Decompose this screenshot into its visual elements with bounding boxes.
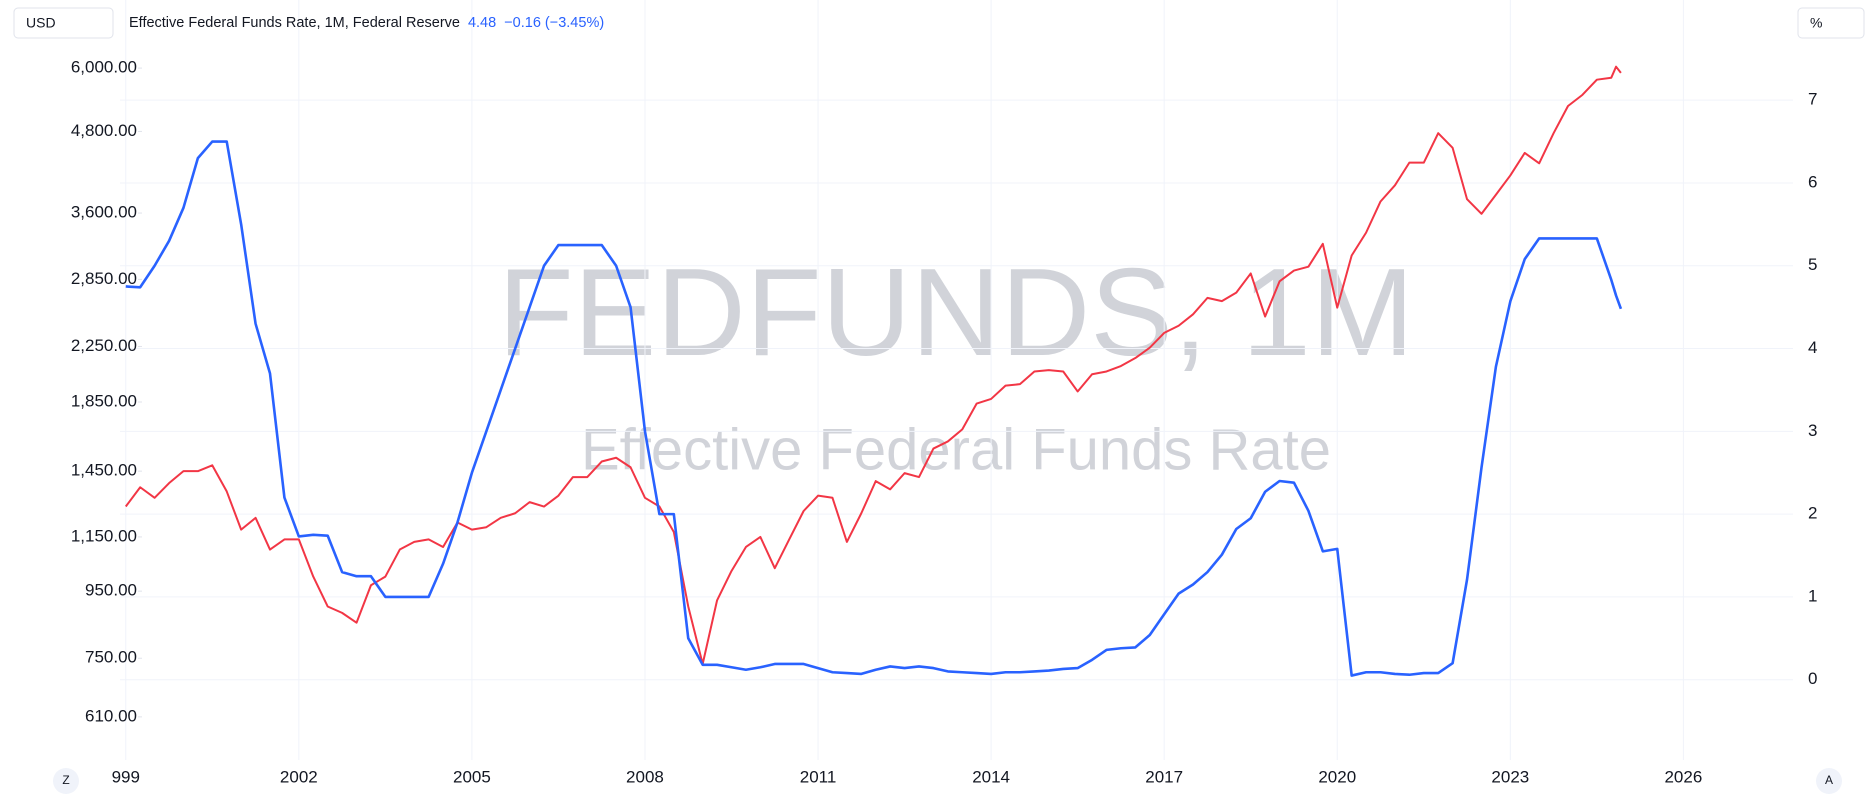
y-tick-label: 610.00 bbox=[85, 706, 137, 725]
scale-button-label: A bbox=[1825, 773, 1833, 787]
y-tick-label: 3,600.00 bbox=[71, 203, 137, 222]
x-tick-label: 999 bbox=[112, 767, 140, 786]
y2-tick-label: 5 bbox=[1808, 255, 1817, 274]
y-tick-label: 2,250.00 bbox=[71, 336, 137, 355]
x-tick-label: 2023 bbox=[1491, 767, 1529, 786]
x-tick-label: 2008 bbox=[626, 767, 664, 786]
last-value: 4.48 bbox=[468, 15, 496, 31]
unit-box[interactable] bbox=[1797, 7, 1865, 39]
currency: USD bbox=[26, 15, 56, 31]
watermark-subtitle: Effective Federal Funds Rate bbox=[581, 417, 1331, 482]
x-tick-label: 2017 bbox=[1145, 767, 1183, 786]
scale-button-label: Z bbox=[62, 773, 69, 787]
plot: 999 2002 2005 2008 2011 2014 2017 2020 2023 2026 0… bbox=[71, 0, 1817, 786]
legend-label: Effective Federal Funds Rate, 1M, Federa… bbox=[129, 15, 460, 31]
x-tick-label: 2011 bbox=[800, 767, 837, 786]
y2-tick-label: 6 bbox=[1808, 172, 1817, 191]
y-tick-label: 2,850.00 bbox=[71, 269, 137, 288]
unit: % bbox=[1810, 15, 1822, 31]
y-tick-label: 6,000.00 bbox=[71, 58, 137, 77]
x-tick-label: 2020 bbox=[1318, 767, 1356, 786]
y-tick-label: 4,800.00 bbox=[71, 121, 137, 140]
y2-tick-label: 1 bbox=[1808, 586, 1817, 605]
scale-button[interactable] bbox=[1816, 768, 1842, 794]
x-tick-label: 2026 bbox=[1664, 767, 1702, 786]
currency-box[interactable] bbox=[13, 7, 114, 39]
y-tick-label: 950.00 bbox=[85, 581, 137, 600]
y2-tick-label: 4 bbox=[1808, 338, 1817, 357]
scale-button[interactable] bbox=[53, 768, 79, 794]
x-tick-label: 2014 bbox=[972, 767, 1010, 786]
y-tick-label: 750.00 bbox=[85, 648, 137, 667]
y2-tick-label: 2 bbox=[1808, 504, 1817, 523]
watermark: FEDFUNDS, 1M bbox=[498, 244, 1414, 382]
series-line bbox=[125, 140, 1623, 677]
series-line bbox=[124, 65, 1622, 665]
change: −0.16 (−3.45%) bbox=[504, 15, 604, 31]
x-tick-label: 2002 bbox=[280, 767, 318, 786]
y2-tick-label: 7 bbox=[1808, 90, 1817, 109]
x-tick-label: 2005 bbox=[453, 767, 491, 786]
y-tick-label: 1,450.00 bbox=[71, 461, 137, 480]
y2-tick-label: 3 bbox=[1808, 421, 1817, 440]
y-tick-label: 1,850.00 bbox=[71, 391, 137, 410]
y2-tick-label: 0 bbox=[1808, 669, 1817, 688]
y-tick-label: 1,150.00 bbox=[71, 526, 137, 545]
